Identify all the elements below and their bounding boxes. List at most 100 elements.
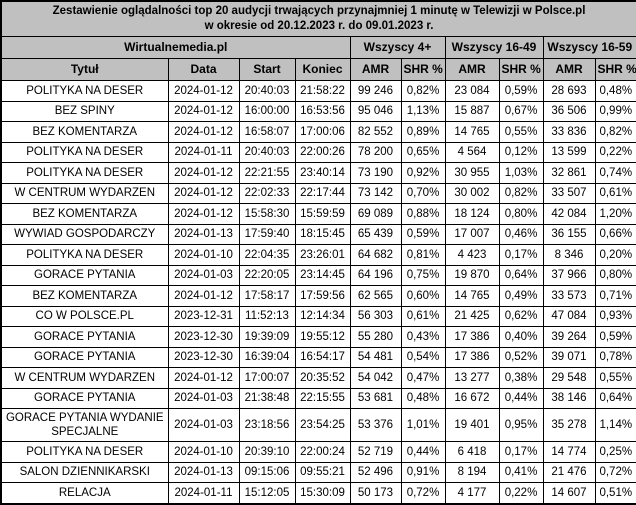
cell-amr-16-49: 17 386	[444, 326, 500, 348]
cell-shr-4plus: 0,47%	[400, 367, 446, 389]
cell-title: GORACE PYTANIA	[0, 326, 169, 348]
table-row: CO W POLSCE.PL 2023-12-31 11:52:13 12:14:34…	[0, 305, 636, 327]
cell-amr-16-49: 13 277	[444, 367, 500, 389]
cell-shr-16-59: 0,99%	[594, 100, 636, 122]
cell-shr-16-49: 0,17%	[498, 441, 544, 463]
cell-title: POLITYKA NA DESER	[0, 441, 169, 463]
cell-amr-16-59: 8 346	[542, 244, 596, 266]
cell-amr-16-59: 35 278	[542, 408, 596, 442]
cell-shr-4plus: 0,91%	[400, 461, 446, 483]
cell-amr-4plus: 65 439	[349, 223, 402, 245]
cell-date: 2024-01-03	[167, 408, 240, 442]
cell-start: 16:39:04	[238, 346, 296, 368]
cell-start: 21:38:48	[238, 387, 296, 409]
table-row: GORACE PYTANIA 2023-12-30 16:39:04 16:54:17…	[0, 346, 636, 368]
cell-amr-16-49: 19 401	[444, 408, 500, 442]
col-header-shr-16-59: SHR %	[594, 58, 636, 81]
cell-end: 22:15:55	[294, 387, 351, 409]
cell-amr-4plus: 54 481	[349, 346, 402, 368]
cell-amr-16-49: 18 124	[444, 203, 500, 225]
cell-shr-16-49: 0,80%	[498, 203, 544, 225]
cell-amr-16-49: 21 425	[444, 305, 500, 327]
cell-end: 16:54:17	[294, 346, 351, 368]
cell-amr-16-49: 30 002	[444, 182, 500, 204]
cell-date: 2024-01-12	[167, 203, 240, 225]
cell-start: 09:15:06	[238, 461, 296, 483]
cell-end: 16:53:56	[294, 100, 351, 122]
cell-amr-4plus: 73 142	[349, 182, 402, 204]
cell-shr-16-49: 0,64%	[498, 264, 544, 286]
cell-end: 23:54:25	[294, 408, 351, 442]
cell-shr-16-59: 0,59%	[594, 326, 636, 348]
table-row: POLITYKA NA DESER 2024-01-12 20:40:03 21:58…	[0, 80, 636, 102]
cell-date: 2023-12-30	[167, 346, 240, 368]
cell-end: 19:55:12	[294, 326, 351, 348]
cell-title: GORACE PYTANIA	[0, 264, 169, 286]
cell-end: 09:55:21	[294, 461, 351, 483]
cell-amr-4plus: 64 682	[349, 244, 402, 266]
cell-shr-16-49: 0,82%	[498, 182, 544, 204]
table-row: POLITYKA NA DESER 2024-01-10 20:39:10 22:00…	[0, 441, 636, 463]
cell-shr-16-49: 0,44%	[498, 387, 544, 409]
table-row: POLITYKA NA DESER 2024-01-12 22:21:55 23:40…	[0, 162, 636, 184]
cell-amr-16-59: 21 476	[542, 461, 596, 483]
cell-shr-16-59: 0,51%	[594, 482, 636, 504]
cell-title: W CENTRUM WYDARZEN	[0, 367, 169, 389]
cell-amr-4plus: 78 200	[349, 141, 402, 163]
cell-amr-16-49: 14 765	[444, 121, 500, 143]
cell-date: 2024-01-12	[167, 162, 240, 184]
cell-amr-16-59: 14 774	[542, 441, 596, 463]
cell-title: GORACE PYTANIA	[0, 346, 169, 368]
cell-title: WYWIAD GOSPODARCZY	[0, 223, 169, 245]
cell-shr-16-59: 0,72%	[594, 461, 636, 483]
cell-amr-16-49: 17 007	[444, 223, 500, 245]
group-wszyscy-16-49: Wszyscy 16-49	[444, 36, 544, 59]
table-row: GORACE PYTANIA 2023-12-30 19:39:09 19:55:12…	[0, 326, 636, 348]
cell-start: 17:00:07	[238, 367, 296, 389]
cell-start: 22:04:35	[238, 244, 296, 266]
cell-amr-4plus: 54 042	[349, 367, 402, 389]
cell-shr-16-59: 0,20%	[594, 244, 636, 266]
table-row: BEZ KOMENTARZA 2024-01-12 16:58:07 17:00:06…	[0, 121, 636, 143]
cell-amr-16-49: 15 887	[444, 100, 500, 122]
cell-amr-4plus: 52 719	[349, 441, 402, 463]
cell-title: GORACE PYTANIA	[0, 387, 169, 409]
table-row: W CENTRUM WYDARZEN 2024-01-12 17:00:07 20:3…	[0, 367, 636, 389]
source-label: Wirtualnemedia.pl	[0, 36, 351, 59]
cell-shr-16-59: 0,80%	[594, 264, 636, 286]
cell-date: 2024-01-13	[167, 461, 240, 483]
table-title-line2: w okresie od 20.12.2023 r. do 09.01.2023…	[204, 20, 434, 32]
cell-start: 11:52:13	[238, 305, 296, 327]
cell-shr-16-59: 0,55%	[594, 367, 636, 389]
col-header-date: Data	[167, 58, 240, 81]
cell-shr-16-49: 0,41%	[498, 461, 544, 483]
cell-shr-4plus: 0,44%	[400, 441, 446, 463]
cell-title: GORACE PYTANIA WYDANIE SPECJALNE	[0, 408, 169, 442]
cell-start: 22:02:33	[238, 182, 296, 204]
cell-end: 18:15:45	[294, 223, 351, 245]
table-row: POLITYKA NA DESER 2024-01-10 22:04:35 23:26…	[0, 244, 636, 266]
cell-shr-4plus: 0,88%	[400, 203, 446, 225]
col-header-title: Tytuł	[0, 58, 169, 81]
cell-amr-16-49: 16 672	[444, 387, 500, 409]
table-row: GORACE PYTANIA WYDANIE SPECJALNE 2024-01-…	[0, 408, 636, 442]
cell-amr-16-59: 39 264	[542, 326, 596, 348]
group-header-row: Wirtualnemedia.pl Wszyscy 4+ Wszyscy 16-…	[0, 36, 636, 59]
col-header-amr-16-49: AMR	[444, 58, 500, 81]
cell-shr-16-59: 0,22%	[594, 141, 636, 163]
cell-amr-16-59: 14 607	[542, 482, 596, 504]
cell-amr-16-59: 33 507	[542, 182, 596, 204]
table-row: GORACE PYTANIA 2024-01-03 21:38:48 22:15:55…	[0, 387, 636, 409]
cell-amr-16-59: 29 548	[542, 367, 596, 389]
cell-shr-4plus: 0,82%	[400, 80, 446, 102]
cell-shr-4plus: 0,43%	[400, 326, 446, 348]
cell-amr-4plus: 82 552	[349, 121, 402, 143]
cell-shr-16-49: 0,46%	[498, 223, 544, 245]
cell-amr-16-49: 4 423	[444, 244, 500, 266]
cell-shr-16-49: 0,38%	[498, 367, 544, 389]
cell-end: 22:00:26	[294, 141, 351, 163]
cell-amr-16-59: 37 966	[542, 264, 596, 286]
col-header-shr-4plus: SHR %	[400, 58, 446, 81]
